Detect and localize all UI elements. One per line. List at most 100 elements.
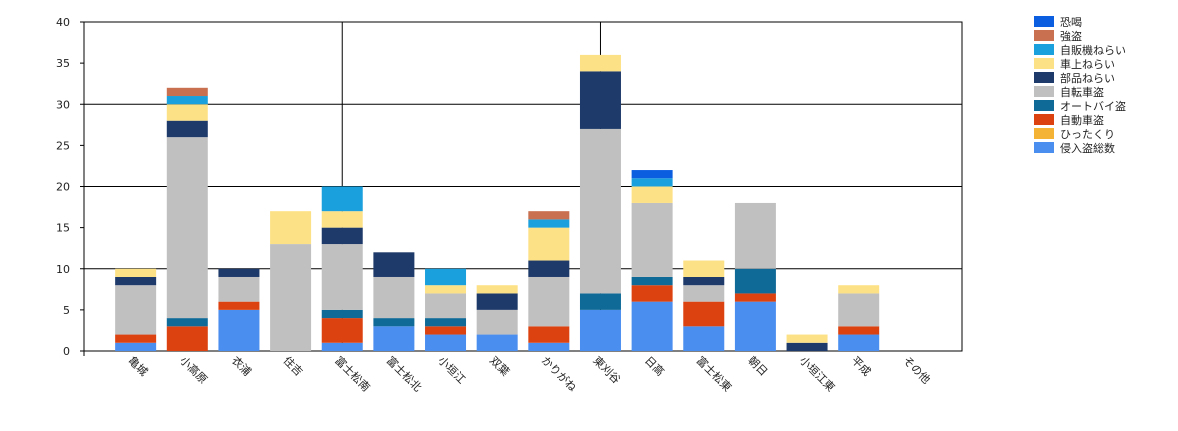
- bar-segment: [166, 120, 208, 138]
- legend-swatch: [1034, 58, 1054, 69]
- bar-segment: [321, 227, 363, 245]
- bar-segment: [476, 285, 518, 294]
- bar-segment: [528, 260, 570, 277]
- bar-segment: [425, 318, 467, 327]
- legend-swatch: [1034, 100, 1054, 111]
- bar-segment: [321, 244, 363, 310]
- bar-segment: [631, 301, 673, 351]
- bar-segment: [115, 276, 157, 286]
- bar-segment: [373, 318, 415, 327]
- legend-label: 自販機ねらい: [1060, 43, 1126, 57]
- x-tick-label: 東刈谷: [590, 354, 623, 387]
- bar-segment: [838, 326, 880, 335]
- bar-segment: [321, 211, 363, 228]
- legend-swatch: [1034, 128, 1054, 139]
- bar-segment: [218, 276, 260, 302]
- y-tick-label: 40: [56, 16, 70, 29]
- bar-segment: [321, 309, 363, 319]
- legend-swatch: [1034, 72, 1054, 83]
- bar-segment: [166, 137, 208, 319]
- bar-segment: [115, 285, 157, 335]
- bar-segment: [631, 202, 673, 277]
- legend-swatch: [1034, 16, 1054, 27]
- x-tick-label: 小垣江: [435, 354, 468, 387]
- bar-segment: [166, 96, 208, 105]
- bar-segment: [528, 227, 570, 261]
- legend-swatch: [1034, 142, 1054, 153]
- y-tick-label: 5: [63, 304, 70, 317]
- bar-segment: [528, 219, 570, 228]
- bar-segment: [683, 260, 725, 277]
- legend-swatch: [1034, 86, 1054, 97]
- bar-segment: [579, 54, 621, 72]
- x-tick-label: 亀城: [126, 353, 151, 378]
- y-tick-label: 20: [56, 181, 70, 194]
- legend-swatch: [1034, 114, 1054, 125]
- bar-segment: [528, 211, 570, 220]
- legend-label: 強盗: [1060, 30, 1082, 43]
- bar-segment: [683, 301, 725, 327]
- bar-segment: [786, 334, 828, 343]
- y-tick-label: 15: [56, 222, 70, 235]
- legend-label: 侵入盗総数: [1060, 141, 1115, 155]
- bar-segment: [838, 285, 880, 294]
- bar-segment: [425, 285, 467, 294]
- y-tick-label: 25: [56, 139, 70, 152]
- x-tick-label: 小高原: [177, 353, 210, 386]
- bar-segment: [166, 326, 208, 351]
- bar-segment: [683, 276, 725, 286]
- bar-segment: [579, 128, 621, 294]
- bar-segment: [786, 342, 828, 351]
- x-tick-label: 富士松北: [384, 353, 425, 394]
- bar-segment: [115, 334, 157, 343]
- legend-label: ひったくり: [1060, 128, 1115, 141]
- x-tick-label: 日高: [642, 353, 667, 378]
- bar-segment: [476, 293, 518, 310]
- x-tick-label: かりがね: [539, 353, 580, 394]
- legend-label: 自転車盗: [1060, 85, 1104, 99]
- x-tick-label: 住吉: [280, 353, 305, 378]
- bar-segment: [579, 309, 621, 351]
- legend-swatch: [1034, 30, 1054, 41]
- bar-segment: [166, 318, 208, 327]
- bar-segment: [683, 326, 725, 351]
- bar-segment: [115, 342, 157, 351]
- y-tick-label: 30: [56, 98, 70, 111]
- bar-segment: [373, 276, 415, 319]
- bar-segment: [528, 326, 570, 343]
- y-tick-label: 0: [63, 345, 70, 358]
- bar-segment: [218, 301, 260, 310]
- bar-segment: [373, 326, 415, 351]
- bar-segment: [631, 186, 673, 203]
- legend-label: オートバイ盗: [1060, 100, 1126, 113]
- bar-segment: [166, 104, 208, 121]
- bar-segment: [579, 293, 621, 310]
- bar-segment: [579, 71, 621, 129]
- bar-segment: [528, 342, 570, 351]
- bar-segment: [683, 285, 725, 302]
- x-tick-label: 平成: [849, 354, 874, 379]
- x-tick-label: 双葉: [487, 353, 512, 378]
- bar-segment: [115, 268, 157, 277]
- bar-segment: [321, 342, 363, 351]
- y-tick-label: 35: [56, 57, 70, 70]
- x-tick-label: 衣浦: [229, 353, 254, 378]
- x-tick-label: 富士松南: [332, 353, 373, 394]
- bar-segment: [425, 293, 467, 319]
- bar-segment: [425, 326, 467, 335]
- legend-label: 自動車盗: [1060, 113, 1104, 127]
- bar-segment: [166, 87, 208, 97]
- bar-segment: [734, 293, 776, 302]
- bar-segment: [734, 268, 776, 294]
- bar-segment: [838, 334, 880, 351]
- grid-layer: [83, 21, 963, 352]
- bar-segment: [476, 334, 518, 351]
- bar-segment: [218, 309, 260, 351]
- bar-segment: [218, 268, 260, 277]
- bar-segment: [631, 170, 673, 179]
- legend-label: 部品ねらい: [1060, 71, 1115, 85]
- legend-label: 恐喝: [1060, 16, 1082, 29]
- bar-segment: [734, 202, 776, 269]
